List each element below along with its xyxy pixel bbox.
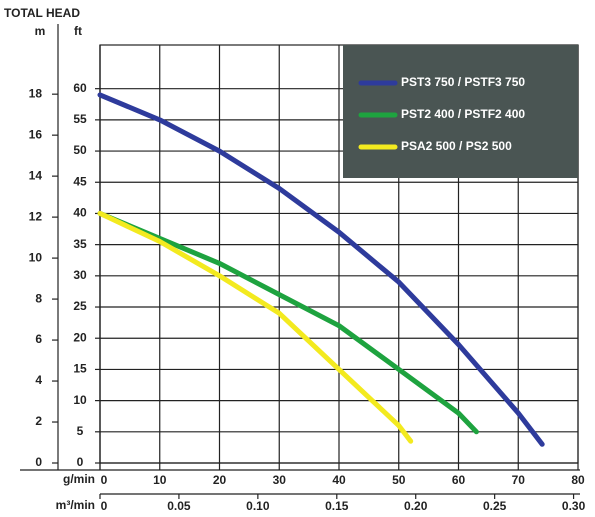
curve: [97, 210, 414, 444]
y-tick-label: 0: [77, 455, 84, 469]
x2-tick-label: 0.15: [325, 499, 349, 513]
y-tick-label: 45: [73, 174, 87, 188]
y-unit: ft: [74, 24, 82, 38]
y2-unit: m: [35, 24, 46, 38]
y-tick-label: 35: [73, 237, 87, 251]
y2-tick-label: 2: [35, 414, 42, 428]
legend-label: PST2 400 / PSTF2 400: [401, 107, 525, 121]
y-tick-label: 50: [73, 143, 87, 157]
y2-tick-label: 0: [35, 455, 42, 469]
x2-tick-label: 0.20: [404, 499, 428, 513]
x-tick-label: 20: [213, 473, 227, 487]
y2-tick-label: 10: [29, 250, 43, 264]
curve: [97, 210, 479, 435]
y-tick-label: 20: [73, 330, 87, 344]
x2-tick-label: 0: [101, 499, 108, 513]
y-tick-label: 25: [73, 299, 87, 313]
y-tick-label: 60: [73, 81, 87, 95]
y-tick-label: 40: [73, 206, 87, 220]
x2-tick-label: 0.10: [246, 499, 270, 513]
x2-tick-label: 0.05: [167, 499, 191, 513]
legend-box: [343, 45, 578, 178]
x-tick-label: 50: [392, 473, 406, 487]
x-tick-label: 10: [153, 473, 167, 487]
x-tick-label: 30: [273, 473, 287, 487]
y2-tick-label: 8: [35, 291, 42, 305]
legend-label: PSA2 500 / PS2 500: [401, 139, 512, 153]
x-tick-label: 70: [512, 473, 526, 487]
y2-tick-label: 16: [29, 127, 43, 141]
y2-tick-label: 4: [35, 373, 42, 387]
y2-tick-label: 14: [29, 168, 43, 182]
x-tick-label: 60: [452, 473, 466, 487]
y-tick-label: 15: [73, 362, 87, 376]
x-unit: g/min: [63, 472, 95, 486]
y-axis-title: TOTAL HEAD: [4, 6, 80, 20]
x2-tick-label: 0.25: [483, 499, 507, 513]
x-tick-label: 40: [332, 473, 346, 487]
y-tick-label: 55: [73, 112, 87, 126]
x-tick-label: 80: [571, 473, 585, 487]
y2-tick-label: 12: [29, 209, 43, 223]
y-tick-label: 10: [73, 393, 87, 407]
x2-unit: m³/min: [56, 498, 95, 512]
x2-tick-label: 0.30: [562, 499, 586, 513]
y2-tick-label: 18: [29, 86, 43, 100]
x-tick-label: 0: [101, 473, 108, 487]
legend-label: PST3 750 / PSTF3 750: [401, 75, 525, 89]
y2-tick-label: 6: [35, 332, 42, 346]
y-tick-label: 5: [77, 424, 84, 438]
curve: [97, 92, 545, 447]
y-tick-label: 30: [73, 268, 87, 282]
